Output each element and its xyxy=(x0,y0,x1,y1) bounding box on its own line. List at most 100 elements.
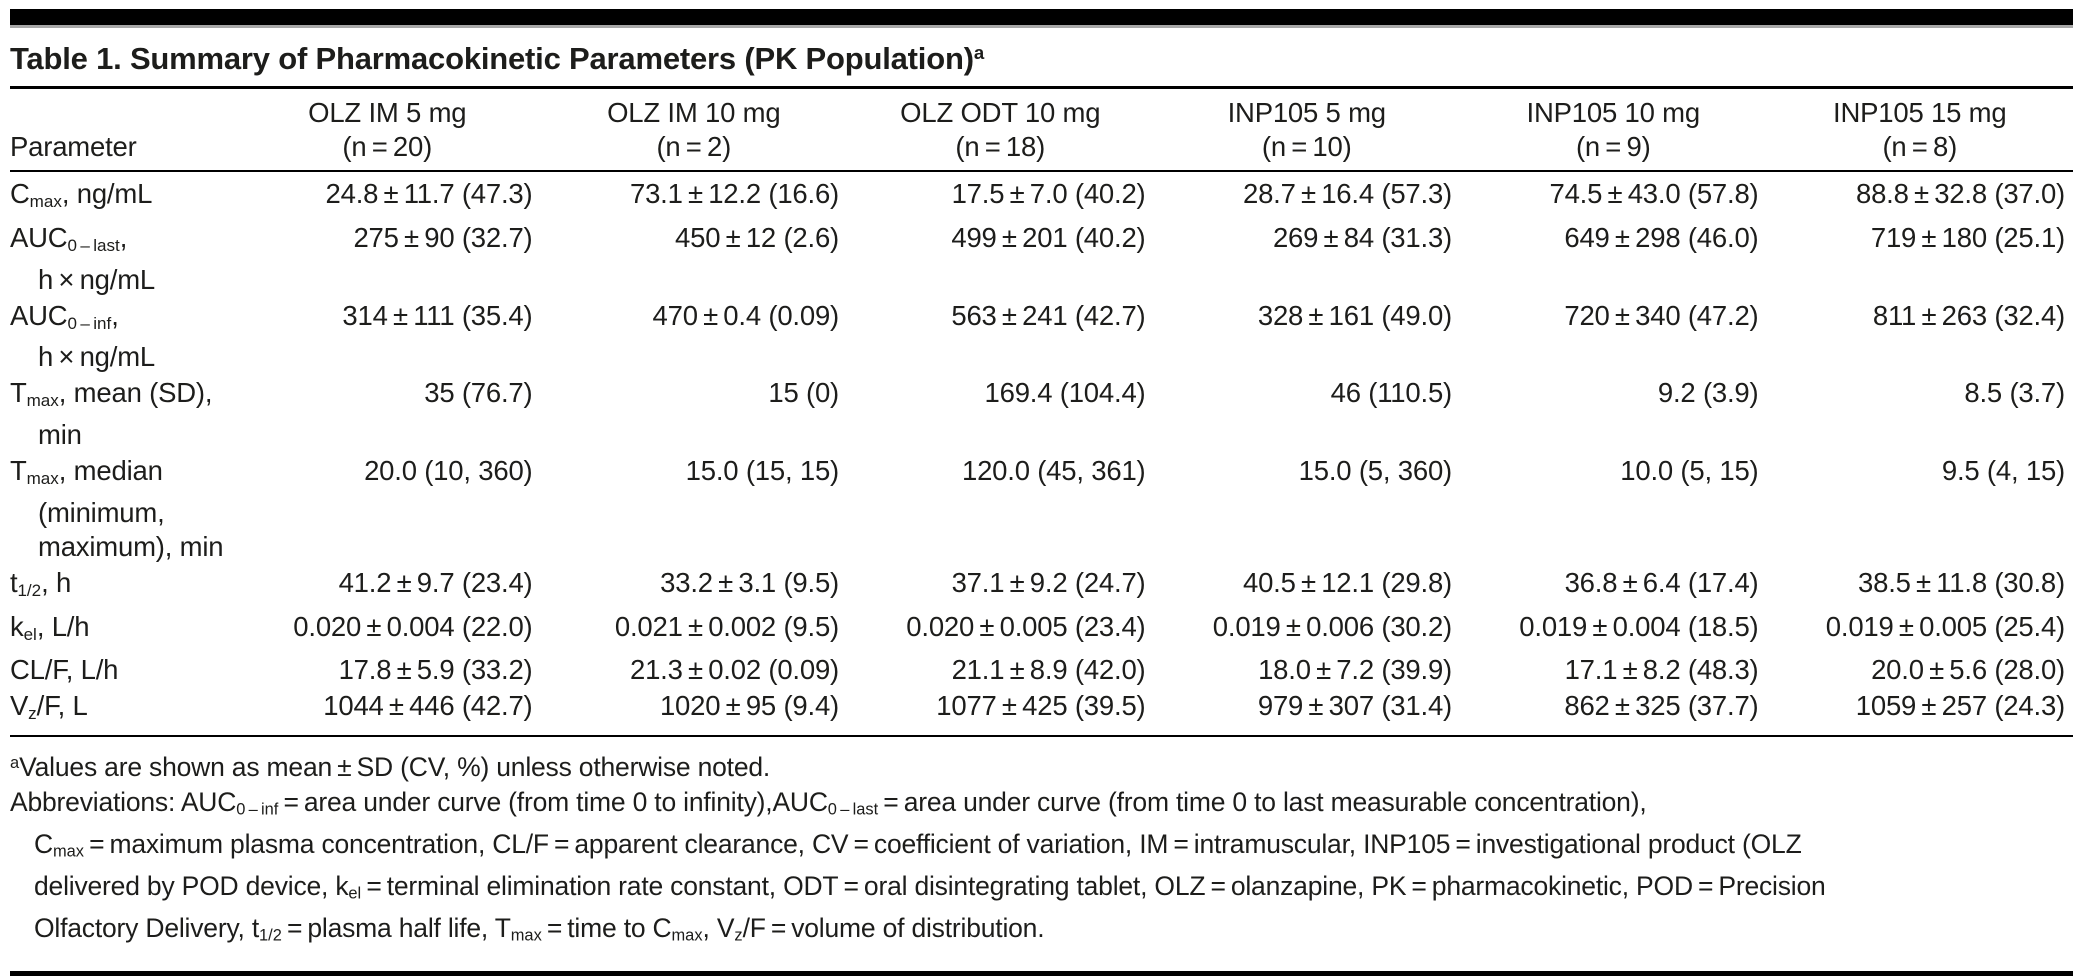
table-row: Vz/F, L 1044 ± 446 (42.7) 1020 ± 95 (9.4) 1… xyxy=(10,688,2073,737)
column-header: OLZ IM 10 mg (n = 2) xyxy=(540,89,847,172)
value-cell: 499 ± 201 (40.2) xyxy=(951,221,1146,253)
value-cell: 15.0 (15, 15) xyxy=(685,455,840,486)
table-row: AUC0 – last, h × ng/mL 275 ± 90 (32.7) 450 … xyxy=(10,220,2073,298)
value-cell: 120.0 (45, 361) xyxy=(961,455,1146,486)
parameter-cell: AUC0 – inf, h × ng/mL xyxy=(10,299,155,373)
value-cell: 720 ± 340 (47.2) xyxy=(1564,299,1759,331)
column-n-label: (n = 9) xyxy=(1575,131,1651,162)
value-cell: 10.0 (5, 15) xyxy=(1620,455,1759,486)
value-cell: 36.8 ± 6.4 (17.4) xyxy=(1564,566,1759,598)
column-header: OLZ ODT 10 mg (n = 18) xyxy=(847,89,1154,172)
value-cell: 1077 ± 425 (39.5) xyxy=(847,688,1154,737)
value-cell: 17.8 ± 5.9 (33.2) xyxy=(338,654,533,686)
parameter-cell: t1/2, h xyxy=(10,566,72,600)
value-cell: 8.5 (3.7) xyxy=(1964,377,2065,409)
value-cell: 28.7 ± 16.4 (57.3) xyxy=(1242,178,1452,209)
value-cell: 275 ± 90 (32.7) xyxy=(353,221,533,253)
value-cell: 33.2 ± 3.1 (9.5) xyxy=(660,566,839,598)
value-cell: 40.5 ± 12.1 (29.8) xyxy=(1242,566,1452,598)
value-cell: 37.1 ± 9.2 (24.7) xyxy=(951,566,1146,598)
parameter-cell: Vz/F, L xyxy=(10,688,234,737)
value-cell: 0.021 ± 0.002 (9.5) xyxy=(614,610,839,642)
footnote-line: Abbreviations: AUC0 – inf = area under c… xyxy=(10,786,1647,819)
top-rule xyxy=(10,9,2073,28)
table-row: kel, L/h 0.020 ± 0.004 (22.0) 0.021 ± 0.00… xyxy=(10,609,2073,653)
value-cell: 74.5 ± 43.0 (57.8) xyxy=(1549,178,1759,209)
value-cell: 0.019 ± 0.005 (25.4) xyxy=(1825,610,2065,642)
value-cell: 1020 ± 95 (9.4) xyxy=(540,688,847,737)
parameter-cell: AUC0 – last, h × ng/mL xyxy=(10,221,155,295)
table-body: Cmax, ng/mL 24.8 ± 11.7 (47.3) 73.1 ± 12.2… xyxy=(10,171,2073,737)
footnote-line: aValues are shown as mean ± SD (CV, %) u… xyxy=(10,752,771,783)
value-cell: 979 ± 307 (31.4) xyxy=(1153,688,1460,737)
value-cell: 9.5 (4, 15) xyxy=(1941,455,2065,486)
column-header: OLZ IM 5 mg (n = 20) xyxy=(234,89,541,172)
table-row: t1/2, h 41.2 ± 9.7 (23.4) 33.2 ± 3.1 (9.5)… xyxy=(10,565,2073,609)
value-cell: 811 ± 263 (32.4) xyxy=(1872,299,2065,331)
value-cell: 73.1 ± 12.2 (16.6) xyxy=(629,178,839,209)
header-row: Parameter OLZ IM 5 mg (n = 20) OLZ IM 10 m… xyxy=(10,89,2073,172)
value-cell: 17.5 ± 7.0 (40.2) xyxy=(951,178,1146,209)
parameter-cell: CL/F, L/h xyxy=(10,654,119,686)
value-cell: 38.5 ± 11.8 (30.8) xyxy=(1858,566,2065,598)
value-cell: 0.020 ± 0.005 (23.4) xyxy=(906,610,1146,642)
value-cell: 470 ± 0.4 (0.09) xyxy=(652,299,840,331)
column-treatment-label: INP105 10 mg xyxy=(1526,97,1701,128)
column-n-label: (n = 8) xyxy=(1882,131,1958,162)
column-treatment-label: OLZ IM 10 mg xyxy=(607,97,781,128)
table-row: Tmax, median (minimum, maximum), min 20.0 (… xyxy=(10,453,2073,565)
column-header: INP105 10 mg (n = 9) xyxy=(1460,89,1767,172)
value-cell: 15 (0) xyxy=(768,377,839,409)
table-row: CL/F, L/h 17.8 ± 5.9 (33.2) 21.3 ± 0.02 (0… xyxy=(10,652,2073,688)
value-cell: 169.4 (104.4) xyxy=(984,377,1146,409)
table-row: AUC0 – inf, h × ng/mL 314 ± 111 (35.4) 470 … xyxy=(10,298,2073,376)
value-cell: 0.020 ± 0.004 (22.0) xyxy=(293,610,533,642)
parameter-cell: Tmax, median (minimum, maximum), min xyxy=(10,455,224,562)
value-cell: 24.8 ± 11.7 (47.3) xyxy=(325,178,533,209)
column-treatment-label: OLZ IM 5 mg xyxy=(308,97,467,128)
table-row: Tmax, mean (SD), min 35 (76.7) 15 (0) 169.4 … xyxy=(10,375,2073,453)
value-cell: 20.0 ± 5.6 (28.0) xyxy=(1871,654,2065,686)
value-cell: 20.0 (10, 360) xyxy=(364,455,533,486)
value-cell: 17.1 ± 8.2 (48.3) xyxy=(1564,654,1759,686)
value-cell: 35 (76.7) xyxy=(424,377,533,409)
value-cell: 862 ± 325 (37.7) xyxy=(1460,688,1767,737)
parameter-cell: Cmax, ng/mL xyxy=(10,178,153,211)
table-header: Parameter OLZ IM 5 mg (n = 20) OLZ IM 10 m… xyxy=(10,89,2073,172)
footnote-line: Olfactory Delivery, t1/2 = plasma half l… xyxy=(34,913,1045,945)
value-cell: 1059 ± 257 (24.3) xyxy=(1766,688,2073,737)
value-cell: 649 ± 298 (46.0) xyxy=(1564,221,1759,253)
value-cell: 1044 ± 446 (42.7) xyxy=(234,688,541,737)
column-n-label: (n = 10) xyxy=(1261,131,1352,162)
value-cell: 0.019 ± 0.006 (30.2) xyxy=(1212,610,1452,642)
title-rule xyxy=(10,86,2073,89)
value-cell: 9.2 (3.9) xyxy=(1657,377,1759,409)
value-cell: 21.1 ± 8.9 (42.0) xyxy=(951,654,1146,686)
value-cell: 719 ± 180 (25.1) xyxy=(1870,221,2065,253)
footnote-line: delivered by POD device, kel = terminal … xyxy=(34,870,1826,903)
value-cell: 46 (110.5) xyxy=(1330,377,1453,409)
pk-table: Parameter OLZ IM 5 mg (n = 20) OLZ IM 10 m… xyxy=(10,89,2073,737)
value-cell: 269 ± 84 (31.3) xyxy=(1272,221,1452,253)
value-cell: 563 ± 241 (42.7) xyxy=(951,299,1146,331)
table-row: Cmax, ng/mL 24.8 ± 11.7 (47.3) 73.1 ± 12.2… xyxy=(10,171,2073,220)
value-cell: 450 ± 12 (2.6) xyxy=(675,221,839,253)
column-header: INP105 15 mg (n = 8) xyxy=(1766,89,2073,172)
footnotes: aValues are shown as mean ± SD (CV, %) u… xyxy=(10,746,2073,953)
table-title: Table 1. Summary of Pharmacokinetic Para… xyxy=(10,41,985,76)
column-treatment-label: INP105 15 mg xyxy=(1833,97,2007,128)
column-treatment-label: INP105 5 mg xyxy=(1227,97,1387,128)
column-n-label: (n = 18) xyxy=(955,131,1046,162)
value-cell: 15.0 (5, 360) xyxy=(1298,455,1453,486)
column-treatment-label: OLZ ODT 10 mg xyxy=(900,97,1101,128)
column-header: INP105 5 mg (n = 10) xyxy=(1153,89,1460,172)
value-cell: 314 ± 111 (35.4) xyxy=(342,299,533,331)
column-n-label: (n = 2) xyxy=(656,131,732,162)
value-cell: 328 ± 161 (49.0) xyxy=(1257,299,1452,331)
value-cell: 41.2 ± 9.7 (23.4) xyxy=(338,566,533,598)
footnote-line: Cmax = maximum plasma concentration, CL/… xyxy=(34,828,1802,861)
value-cell: 21.3 ± 0.02 (0.09) xyxy=(629,654,839,686)
value-cell: 18.0 ± 7.2 (39.9) xyxy=(1258,654,1452,686)
bottom-rule xyxy=(10,971,2073,976)
